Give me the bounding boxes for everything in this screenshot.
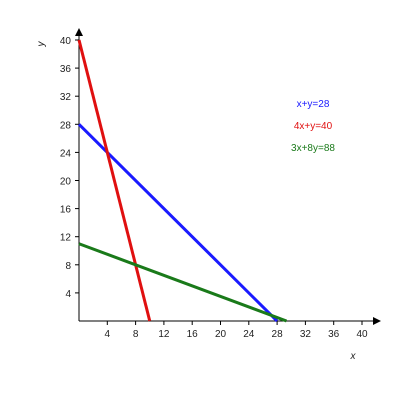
x-tick-label: 20 bbox=[215, 329, 227, 340]
axes bbox=[75, 28, 381, 325]
x-tick-label: 32 bbox=[300, 329, 312, 340]
x-tick-group: 4 8 12 16 20 24 28 32 36 40 bbox=[105, 321, 368, 340]
y-tick-group: 4 8 12 16 20 24 28 32 36 40 bbox=[60, 36, 79, 300]
series-line-2 bbox=[77, 39, 152, 322]
x-axis-label: x bbox=[350, 351, 357, 362]
x-tick-label: 12 bbox=[158, 329, 170, 340]
legend-entry-3: 3x+8y=88 bbox=[291, 143, 335, 154]
legend: x+y=28 4x+y=40 3x+8y=88 bbox=[291, 99, 335, 154]
y-tick-label: 32 bbox=[60, 92, 72, 103]
x-tick-label: 28 bbox=[272, 329, 284, 340]
y-tick-label: 12 bbox=[60, 233, 72, 244]
y-tick-label: 28 bbox=[60, 120, 72, 131]
x-tick-label: 24 bbox=[243, 329, 255, 340]
legend-entry-2: 4x+y=40 bbox=[294, 121, 333, 132]
x-tick-label: 40 bbox=[356, 329, 368, 340]
y-tick-label: 24 bbox=[60, 148, 72, 159]
x-tick-label: 36 bbox=[328, 329, 340, 340]
series-line-1 bbox=[77, 123, 279, 323]
x-tick-label: 8 bbox=[133, 329, 139, 340]
legend-entry-1: x+y=28 bbox=[297, 99, 330, 110]
y-tick-label: 4 bbox=[65, 289, 71, 300]
y-tick-label: 20 bbox=[60, 177, 72, 188]
y-axis-label: y bbox=[36, 41, 47, 48]
series-lines bbox=[77, 39, 288, 323]
x-tick-label: 16 bbox=[187, 329, 199, 340]
y-tick-label: 40 bbox=[60, 36, 72, 47]
x-axis-arrow bbox=[373, 317, 381, 325]
y-tick-label: 36 bbox=[60, 64, 72, 75]
y-axis-arrow bbox=[75, 28, 83, 36]
series-line-3 bbox=[78, 242, 288, 323]
y-tick-label: 8 bbox=[65, 261, 71, 272]
x-tick-label: 4 bbox=[105, 329, 111, 340]
y-tick-label: 16 bbox=[60, 205, 72, 216]
